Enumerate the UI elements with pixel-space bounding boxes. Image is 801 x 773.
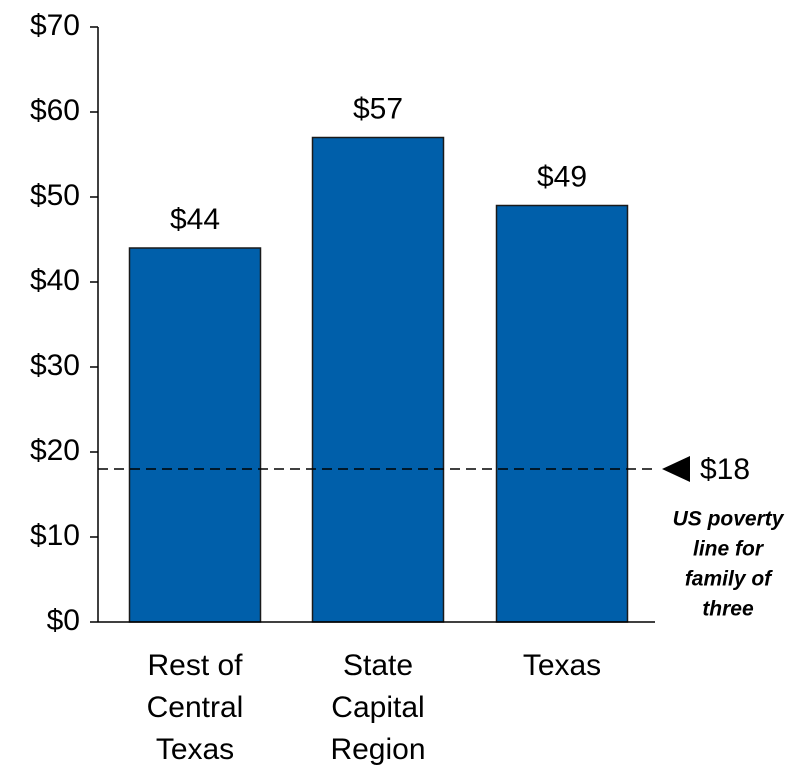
reference-label: $18 xyxy=(700,453,750,486)
reference-note: family of xyxy=(685,568,773,591)
x-tick-label: Central xyxy=(147,691,244,724)
y-tick-label: $40 xyxy=(30,264,80,297)
reference-note: line for xyxy=(693,538,765,561)
y-tick-label: $70 xyxy=(30,9,80,42)
reference-note: three xyxy=(702,598,754,621)
x-tick-label: Texas xyxy=(523,649,601,682)
x-tick-label: Texas xyxy=(156,733,234,766)
value-label: $57 xyxy=(353,92,403,125)
y-tick-label: $60 xyxy=(30,94,80,127)
bar xyxy=(311,136,445,623)
x-tick-label: Region xyxy=(330,733,425,766)
bar xyxy=(128,247,262,623)
value-label: $44 xyxy=(170,203,220,236)
y-tick-label: $30 xyxy=(30,349,80,382)
reference-note: US poverty xyxy=(673,508,785,531)
reference-marker xyxy=(662,456,690,482)
y-tick-label: $20 xyxy=(30,434,80,467)
y-tick-label: $10 xyxy=(30,519,80,552)
x-tick-label: Rest of xyxy=(147,649,243,682)
x-tick-label: State xyxy=(343,649,413,682)
y-tick-label: $50 xyxy=(30,179,80,212)
y-tick-label: $0 xyxy=(47,604,80,637)
value-label: $49 xyxy=(537,160,587,193)
x-tick-label: Capital xyxy=(331,691,424,724)
bar xyxy=(495,204,629,623)
